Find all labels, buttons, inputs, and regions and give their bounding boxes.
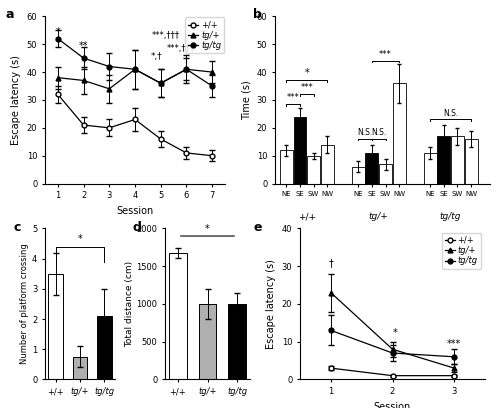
Text: *: * <box>78 233 82 244</box>
Text: d: d <box>132 221 141 234</box>
Y-axis label: Total distance (cm): Total distance (cm) <box>124 261 134 347</box>
Text: ***: *** <box>287 93 300 102</box>
Text: *,†: *,† <box>151 52 162 61</box>
Bar <box>198 304 216 379</box>
Bar <box>294 117 306 184</box>
Text: *: * <box>393 328 398 338</box>
Text: +/+: +/+ <box>298 212 316 221</box>
Text: e: e <box>254 221 262 234</box>
Text: †: † <box>328 258 334 268</box>
Text: *: * <box>205 224 210 234</box>
Text: ***,†††: ***,††† <box>167 44 196 53</box>
Text: tg/+: tg/+ <box>369 212 388 221</box>
Bar <box>321 144 334 184</box>
Text: b: b <box>254 8 262 21</box>
Y-axis label: Escape latency (s): Escape latency (s) <box>11 55 21 145</box>
Y-axis label: Time (s): Time (s) <box>241 80 251 120</box>
Text: ***,†††: ***,††† <box>152 31 180 40</box>
Legend: +/+, tg/+, tg/tg: +/+, tg/+, tg/tg <box>442 233 481 269</box>
Text: **: ** <box>79 42 88 51</box>
Bar <box>72 357 88 379</box>
Bar <box>366 153 378 184</box>
Bar <box>307 156 320 184</box>
Text: N.S.: N.S. <box>443 109 458 118</box>
Bar <box>280 150 293 184</box>
Bar <box>392 83 406 184</box>
Y-axis label: Number of platform crossing: Number of platform crossing <box>20 244 29 364</box>
Text: N.S.: N.S. <box>358 128 372 137</box>
Text: ***: *** <box>379 50 392 59</box>
Bar <box>169 253 186 379</box>
Bar <box>352 167 364 184</box>
X-axis label: Session: Session <box>374 401 411 408</box>
Bar <box>464 139 477 184</box>
Text: *: * <box>56 27 60 38</box>
Bar <box>379 164 392 184</box>
Text: ***: *** <box>447 339 462 349</box>
Text: tg/tg: tg/tg <box>440 212 462 221</box>
Bar <box>97 316 112 379</box>
Text: ***: *** <box>300 83 313 93</box>
Text: N.S.: N.S. <box>371 128 386 137</box>
Legend: +/+, tg/+, tg/tg: +/+, tg/+, tg/tg <box>185 17 224 53</box>
X-axis label: Session: Session <box>116 206 154 216</box>
Text: a: a <box>6 8 14 21</box>
Bar <box>451 136 464 184</box>
Bar <box>424 153 436 184</box>
Bar <box>228 304 246 379</box>
Bar <box>48 274 63 379</box>
Text: c: c <box>14 221 21 234</box>
Bar <box>438 136 450 184</box>
Y-axis label: Escape latency (s): Escape latency (s) <box>266 259 276 349</box>
Text: *: * <box>304 69 309 78</box>
